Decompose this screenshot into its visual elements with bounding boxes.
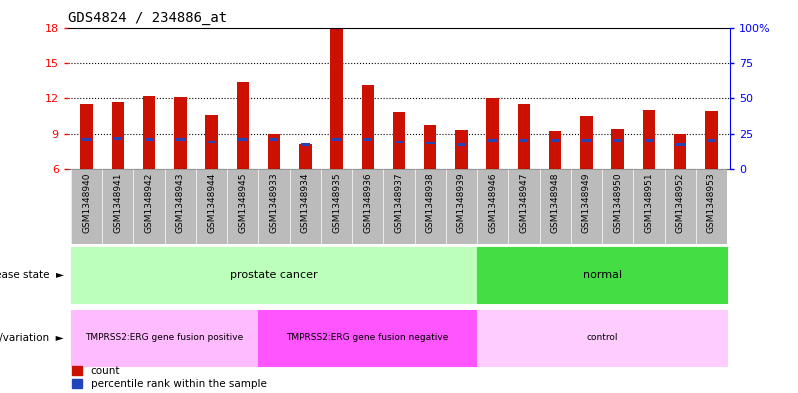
Bar xyxy=(477,310,727,366)
Text: GDS4824 / 234886_at: GDS4824 / 234886_at xyxy=(68,11,227,25)
Bar xyxy=(332,138,341,141)
Bar xyxy=(290,169,321,244)
Bar xyxy=(82,138,91,141)
Bar xyxy=(487,98,499,169)
Text: GSM1348935: GSM1348935 xyxy=(332,173,341,233)
Bar xyxy=(580,116,593,169)
Text: GSM1348944: GSM1348944 xyxy=(207,173,216,233)
Bar xyxy=(196,169,227,244)
Bar xyxy=(426,142,435,144)
Bar xyxy=(112,102,124,169)
Bar xyxy=(143,96,156,169)
Text: GSM1348941: GSM1348941 xyxy=(113,173,122,233)
Bar xyxy=(299,144,311,169)
Bar xyxy=(227,169,259,244)
Bar xyxy=(446,169,477,244)
Bar xyxy=(477,169,508,244)
Bar xyxy=(477,247,727,303)
Bar xyxy=(539,169,571,244)
Bar xyxy=(207,141,216,143)
Bar xyxy=(455,130,468,169)
Text: GSM1348951: GSM1348951 xyxy=(645,173,654,233)
Bar xyxy=(707,140,716,142)
Bar xyxy=(393,112,405,169)
Bar xyxy=(236,82,249,169)
Bar xyxy=(549,131,562,169)
Bar xyxy=(239,138,247,141)
Text: GSM1348938: GSM1348938 xyxy=(426,173,435,233)
Text: GSM1348942: GSM1348942 xyxy=(144,173,153,233)
Bar xyxy=(174,97,187,169)
Bar xyxy=(457,143,466,145)
Bar xyxy=(205,115,218,169)
Bar xyxy=(330,29,343,169)
Bar xyxy=(113,137,122,140)
Text: prostate cancer: prostate cancer xyxy=(230,270,318,280)
Text: GSM1348953: GSM1348953 xyxy=(707,173,716,233)
Bar xyxy=(602,169,634,244)
Bar xyxy=(363,138,372,141)
Text: GSM1348945: GSM1348945 xyxy=(239,173,247,233)
Bar xyxy=(582,140,591,142)
Text: TMPRSS2:ERG gene fusion positive: TMPRSS2:ERG gene fusion positive xyxy=(85,334,244,342)
Bar xyxy=(259,310,477,366)
Bar xyxy=(705,111,717,169)
Bar xyxy=(508,169,539,244)
Text: GSM1348948: GSM1348948 xyxy=(551,173,559,233)
Bar xyxy=(321,169,352,244)
Text: GSM1348946: GSM1348946 xyxy=(488,173,497,233)
Bar xyxy=(518,104,530,169)
Text: normal: normal xyxy=(583,270,622,280)
Bar xyxy=(301,143,310,145)
Bar xyxy=(383,169,415,244)
Bar xyxy=(571,169,602,244)
Bar xyxy=(81,104,93,169)
Bar xyxy=(551,140,559,142)
Bar xyxy=(71,247,477,303)
Text: genotype/variation  ►: genotype/variation ► xyxy=(0,333,64,343)
Bar xyxy=(424,125,437,169)
Bar xyxy=(361,85,374,169)
Legend: count, percentile rank within the sample: count, percentile rank within the sample xyxy=(68,362,271,393)
Text: TMPRSS2:ERG gene fusion negative: TMPRSS2:ERG gene fusion negative xyxy=(286,334,449,342)
Bar xyxy=(259,169,290,244)
Bar xyxy=(268,134,280,169)
Bar xyxy=(488,140,497,142)
Bar xyxy=(395,141,403,143)
Bar xyxy=(144,138,153,141)
Text: GSM1348933: GSM1348933 xyxy=(270,173,279,233)
Text: control: control xyxy=(587,334,618,342)
Text: GSM1348940: GSM1348940 xyxy=(82,173,91,233)
Text: GSM1348949: GSM1348949 xyxy=(582,173,591,233)
Text: GSM1348943: GSM1348943 xyxy=(176,173,185,233)
Bar xyxy=(611,129,624,169)
Bar xyxy=(71,310,259,366)
Text: GSM1348952: GSM1348952 xyxy=(676,173,685,233)
Text: GSM1348937: GSM1348937 xyxy=(394,173,404,233)
Bar xyxy=(415,169,446,244)
Bar xyxy=(634,169,665,244)
Bar xyxy=(133,169,164,244)
Bar xyxy=(71,169,102,244)
Text: GSM1348947: GSM1348947 xyxy=(519,173,528,233)
Text: disease state  ►: disease state ► xyxy=(0,270,64,280)
Text: GSM1348934: GSM1348934 xyxy=(301,173,310,233)
Text: GSM1348950: GSM1348950 xyxy=(613,173,622,233)
Bar xyxy=(645,140,654,142)
Text: GSM1348939: GSM1348939 xyxy=(457,173,466,233)
Bar xyxy=(164,169,196,244)
Bar xyxy=(102,169,133,244)
Bar xyxy=(352,169,383,244)
Bar xyxy=(176,138,184,141)
Text: GSM1348936: GSM1348936 xyxy=(363,173,372,233)
Bar xyxy=(696,169,727,244)
Bar xyxy=(676,143,685,145)
Bar xyxy=(642,110,655,169)
Bar xyxy=(519,140,528,142)
Bar xyxy=(614,140,622,142)
Bar xyxy=(270,138,279,141)
Bar xyxy=(665,169,696,244)
Bar xyxy=(674,134,686,169)
